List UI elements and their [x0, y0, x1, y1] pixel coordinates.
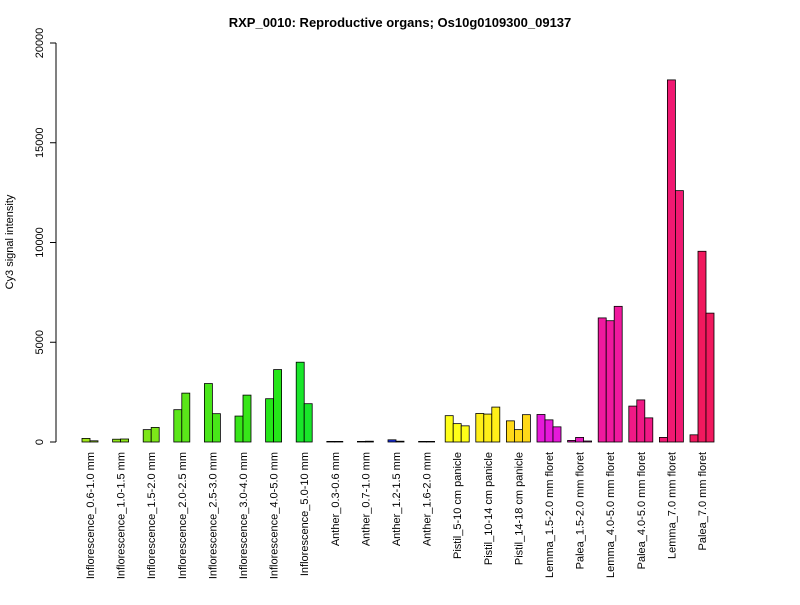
bar: [326, 440, 336, 443]
x-tick-label: Inflorescence_2.5-3.0 mm: [207, 452, 219, 579]
y-axis: 0 5000 10000 15000 20000: [34, 28, 57, 445]
bar: [675, 190, 684, 443]
x-tick-label: Palea_7.0 mm floret: [697, 452, 709, 550]
bars: [81, 79, 715, 443]
x-tick-label: Inflorescence_1.0-1.5 mm: [116, 452, 128, 579]
bar: [181, 392, 191, 443]
y-axis-label: Cy3 signal intensity: [4, 194, 16, 289]
y-tick-label: 10000: [34, 227, 46, 258]
x-tick-label: Palea_4.0-5.0 mm floret: [636, 452, 648, 569]
bar: [303, 403, 313, 443]
x-tick-label: Lemma_7.0 mm floret: [666, 452, 678, 559]
bar: [552, 426, 562, 443]
bar: [444, 415, 454, 443]
y-tick-label: 20000: [34, 28, 46, 59]
bar: [583, 440, 592, 443]
bar: [265, 398, 275, 443]
chart-title: RXP_0010: Reproductive organs; Os10g0109…: [229, 15, 572, 30]
bar: [697, 250, 707, 443]
x-tick-label: Anther_1.2-1.5 mm: [391, 452, 403, 546]
bar: [142, 429, 152, 443]
bar: [644, 417, 654, 443]
bar: [689, 434, 699, 443]
bar: [505, 420, 515, 443]
bar: [705, 312, 715, 443]
x-tick-label: Lemma_4.0-5.0 mm floret: [605, 452, 617, 578]
bar: [387, 439, 397, 443]
bar: [575, 437, 584, 443]
bar: [460, 425, 470, 443]
y-tick-label: 0: [34, 439, 46, 445]
x-tick-label: Anther_0.7-1.0 mm: [360, 452, 372, 546]
bar: [667, 79, 676, 443]
bar: [567, 440, 576, 443]
bar: [426, 440, 436, 443]
bar: [395, 440, 405, 443]
bar: [522, 414, 531, 443]
bar: [514, 429, 523, 443]
bar: [211, 413, 221, 443]
x-tick-label: Inflorescence_3.0-4.0 mm: [238, 452, 250, 579]
bar: [150, 427, 160, 443]
bar: [544, 419, 554, 443]
y-tick-label: 15000: [34, 127, 46, 158]
bar: [418, 440, 428, 443]
bar: [81, 438, 91, 443]
bar: [605, 320, 615, 443]
bar: [356, 440, 366, 443]
bar: [536, 414, 546, 443]
x-tick-label: Inflorescence_1.5-2.0 mm: [146, 452, 158, 579]
bar: [597, 317, 607, 443]
bar: [659, 437, 668, 443]
x-tick-label: Anther_0.3-0.6 mm: [330, 452, 342, 546]
bar: [364, 440, 374, 443]
x-tick-label: Inflorescence_5.0-10 mm: [299, 452, 311, 576]
bar: [628, 405, 638, 443]
bar: [452, 423, 462, 443]
x-tick-label: Inflorescence_4.0-5.0 mm: [269, 452, 281, 579]
x-tick-label: Inflorescence_2.0-2.5 mm: [177, 452, 189, 579]
bar: [112, 438, 121, 443]
x-tick-label: Palea_1.5-2.0 mm floret: [575, 452, 587, 569]
bar: [173, 409, 183, 443]
bar: [295, 361, 305, 443]
bar: [334, 440, 344, 443]
x-tick-label: Pistil_5-10 cm panicle: [452, 452, 464, 559]
bar: [234, 415, 244, 443]
x-tick-label: Anther_1.6-2.0 mm: [422, 452, 434, 546]
x-tick-label: Pistil_14-18 cm panicle: [513, 452, 525, 565]
bar: [242, 394, 252, 443]
x-tick-label: Lemma_1.5-2.0 mm floret: [544, 452, 556, 578]
bar: [483, 413, 493, 443]
bar: [273, 369, 283, 443]
bar: [203, 383, 213, 443]
bar: [636, 399, 646, 443]
bar: [120, 438, 129, 443]
y-tick-label: 5000: [34, 330, 46, 354]
bar: [475, 413, 485, 443]
x-tick-label: Inflorescence_0.6-1.0 mm: [85, 452, 97, 579]
x-tick-label: Pistil_10-14 cm panicle: [483, 452, 495, 565]
bar: [613, 305, 623, 443]
bar: [89, 440, 99, 443]
bar: [491, 406, 501, 443]
x-axis-labels: Inflorescence_0.6-1.0 mm Inflorescence_1.…: [85, 452, 709, 579]
